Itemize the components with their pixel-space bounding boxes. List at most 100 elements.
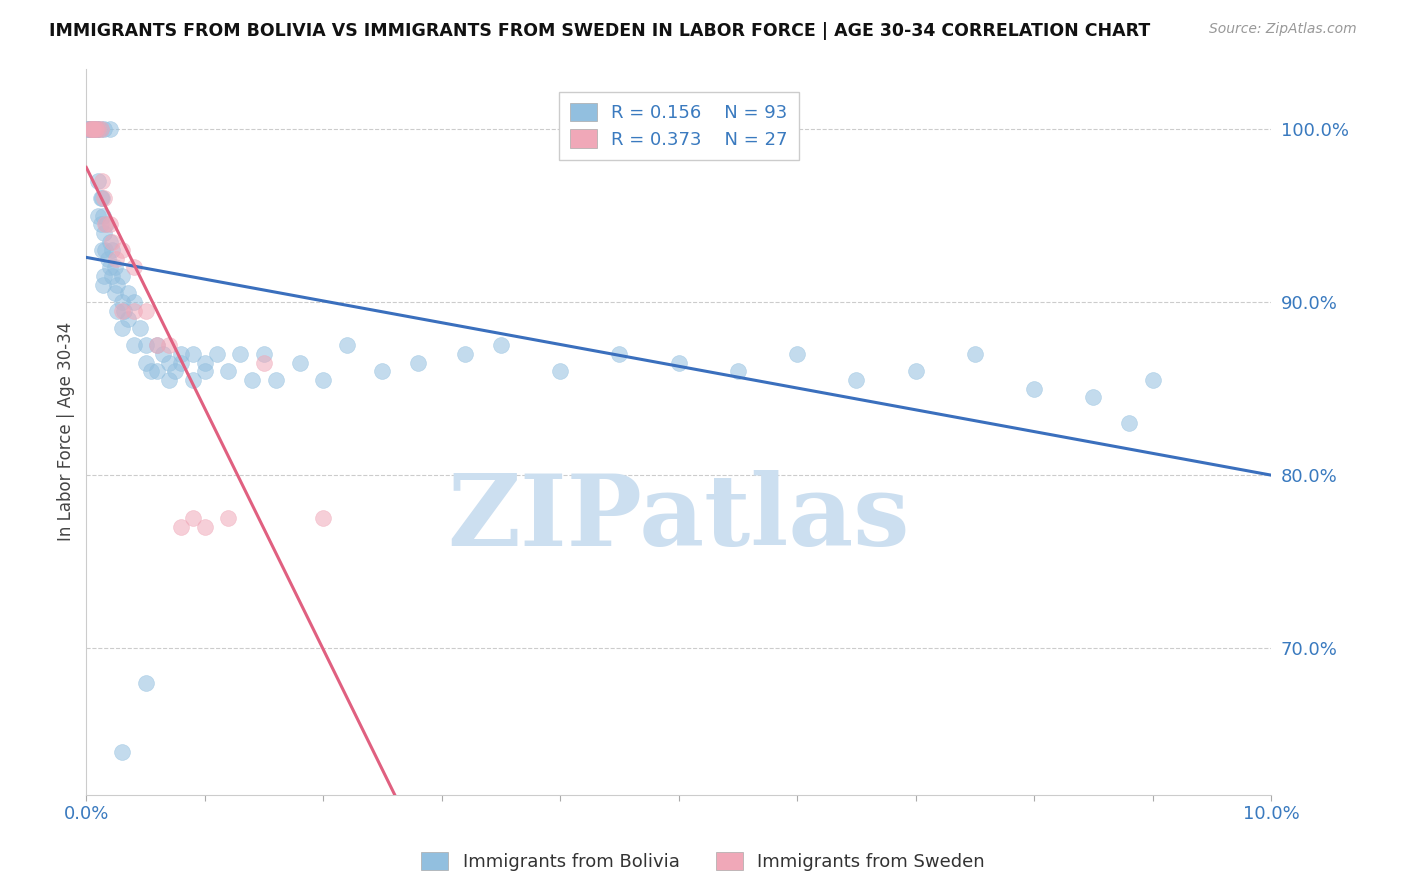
Point bbox=[82, 122, 104, 136]
Point bbox=[86, 122, 108, 136]
Point bbox=[117, 312, 139, 326]
Point bbox=[157, 338, 180, 352]
Point bbox=[98, 235, 121, 249]
Point bbox=[105, 303, 128, 318]
Point bbox=[83, 122, 105, 136]
Point bbox=[89, 191, 111, 205]
Point bbox=[181, 511, 204, 525]
Text: ZIPatlas: ZIPatlas bbox=[447, 470, 910, 567]
Point bbox=[146, 338, 169, 352]
Point bbox=[90, 191, 112, 205]
Point bbox=[135, 338, 157, 352]
Point bbox=[904, 364, 927, 378]
Point bbox=[94, 217, 117, 231]
Point bbox=[87, 122, 110, 136]
Point bbox=[845, 373, 868, 387]
Point bbox=[104, 286, 127, 301]
Point bbox=[371, 364, 394, 378]
Point bbox=[93, 191, 115, 205]
Point bbox=[1142, 373, 1164, 387]
Point bbox=[135, 355, 157, 369]
Point bbox=[93, 226, 115, 240]
Point bbox=[489, 338, 512, 352]
Point bbox=[111, 745, 134, 759]
Point bbox=[1024, 382, 1046, 396]
Point bbox=[101, 269, 124, 284]
Y-axis label: In Labor Force | Age 30-34: In Labor Force | Age 30-34 bbox=[58, 322, 75, 541]
Point bbox=[93, 122, 115, 136]
Point bbox=[336, 338, 359, 352]
Point bbox=[217, 364, 239, 378]
Point bbox=[77, 122, 100, 136]
Point bbox=[111, 295, 134, 310]
Point bbox=[454, 347, 477, 361]
Point bbox=[90, 243, 112, 257]
Point bbox=[82, 122, 104, 136]
Point bbox=[165, 364, 187, 378]
Point bbox=[98, 122, 121, 136]
Point bbox=[122, 303, 145, 318]
Point bbox=[97, 252, 120, 266]
Point bbox=[111, 321, 134, 335]
Point bbox=[98, 217, 121, 231]
Point bbox=[89, 217, 111, 231]
Point bbox=[91, 277, 114, 292]
Point bbox=[117, 286, 139, 301]
Point bbox=[87, 174, 110, 188]
Point bbox=[122, 295, 145, 310]
Point bbox=[157, 373, 180, 387]
Point bbox=[963, 347, 986, 361]
Point bbox=[82, 122, 104, 136]
Point bbox=[82, 122, 104, 136]
Point bbox=[104, 260, 127, 275]
Point bbox=[79, 122, 101, 136]
Point bbox=[101, 243, 124, 257]
Point bbox=[87, 122, 110, 136]
Point bbox=[141, 364, 163, 378]
Point bbox=[157, 355, 180, 369]
Point bbox=[146, 338, 169, 352]
Point bbox=[90, 174, 112, 188]
Point bbox=[122, 338, 145, 352]
Point bbox=[112, 303, 135, 318]
Point bbox=[135, 303, 157, 318]
Point bbox=[217, 511, 239, 525]
Point bbox=[1083, 390, 1105, 404]
Point bbox=[146, 364, 169, 378]
Point bbox=[181, 347, 204, 361]
Point bbox=[727, 364, 749, 378]
Point bbox=[152, 347, 174, 361]
Point bbox=[253, 355, 276, 369]
Point bbox=[83, 122, 105, 136]
Legend: Immigrants from Bolivia, Immigrants from Sweden: Immigrants from Bolivia, Immigrants from… bbox=[413, 845, 993, 879]
Point bbox=[89, 122, 111, 136]
Point bbox=[96, 217, 118, 231]
Point bbox=[111, 303, 134, 318]
Point bbox=[205, 347, 228, 361]
Point bbox=[253, 347, 276, 361]
Legend: R = 0.156    N = 93, R = 0.373    N = 27: R = 0.156 N = 93, R = 0.373 N = 27 bbox=[558, 92, 799, 160]
Point bbox=[104, 252, 127, 266]
Text: Source: ZipAtlas.com: Source: ZipAtlas.com bbox=[1209, 22, 1357, 37]
Point bbox=[312, 373, 335, 387]
Point bbox=[84, 122, 107, 136]
Point bbox=[98, 260, 121, 275]
Point bbox=[93, 269, 115, 284]
Text: IMMIGRANTS FROM BOLIVIA VS IMMIGRANTS FROM SWEDEN IN LABOR FORCE | AGE 30-34 COR: IMMIGRANTS FROM BOLIVIA VS IMMIGRANTS FR… bbox=[49, 22, 1150, 40]
Point bbox=[82, 122, 104, 136]
Point bbox=[122, 260, 145, 275]
Point bbox=[94, 243, 117, 257]
Point bbox=[170, 347, 193, 361]
Point bbox=[105, 277, 128, 292]
Point bbox=[111, 243, 134, 257]
Point bbox=[609, 347, 631, 361]
Point bbox=[84, 122, 107, 136]
Point bbox=[91, 209, 114, 223]
Point bbox=[128, 321, 150, 335]
Point bbox=[82, 122, 104, 136]
Point bbox=[194, 364, 217, 378]
Point bbox=[80, 122, 103, 136]
Point bbox=[240, 373, 263, 387]
Point bbox=[312, 511, 335, 525]
Point bbox=[89, 122, 111, 136]
